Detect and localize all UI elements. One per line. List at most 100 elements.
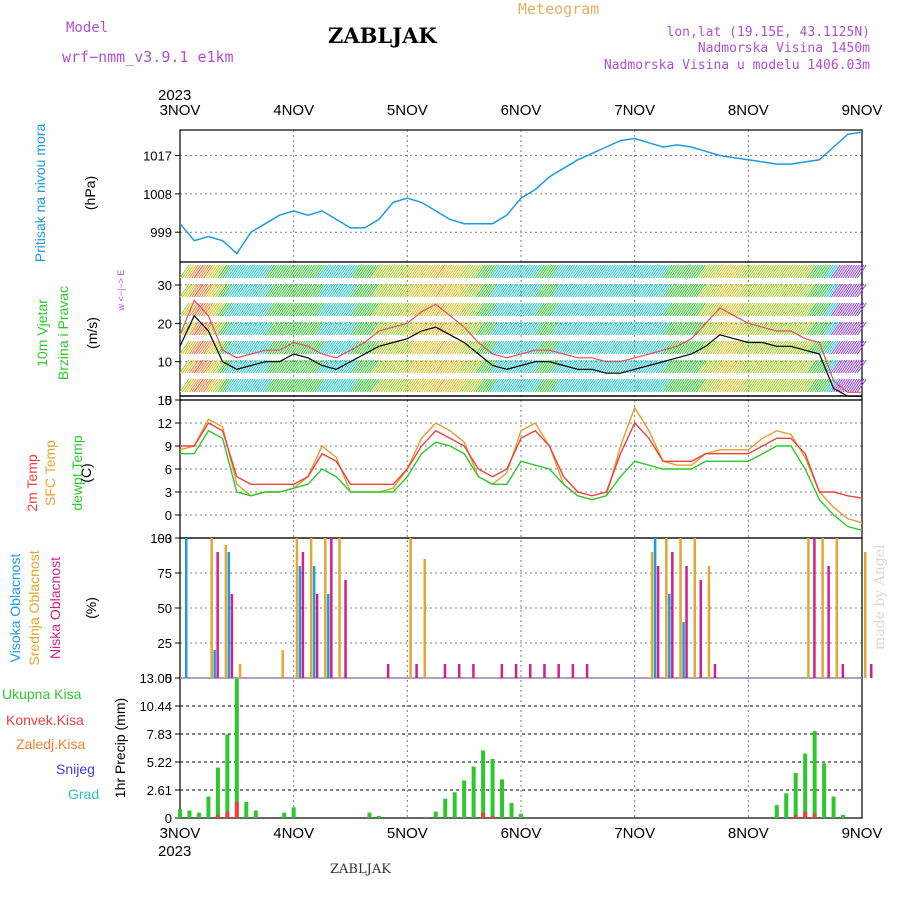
wind-barb <box>617 359 628 374</box>
pressure-tick-label: 1017 <box>143 149 172 164</box>
wind-barb <box>601 302 611 317</box>
wind-barb <box>305 359 315 374</box>
wind-barb <box>385 302 396 317</box>
wind-barb <box>783 302 794 317</box>
wind-barb <box>193 359 204 374</box>
wind-barb <box>302 340 313 355</box>
wind-tick-label: 20 <box>158 316 172 331</box>
wind-barb <box>506 302 517 317</box>
wind-barb <box>679 359 690 374</box>
wind-barb <box>423 264 434 279</box>
wind-barb <box>766 340 777 355</box>
wind-barb <box>546 264 557 279</box>
wind-barb <box>624 283 635 298</box>
wind-barb <box>570 302 581 317</box>
wind-barb <box>432 378 443 393</box>
wind-barb <box>549 340 559 355</box>
wind-barb <box>250 340 261 355</box>
wind-gust-line <box>179 299 862 393</box>
wind-barb <box>274 359 285 374</box>
wind-barb <box>241 378 251 393</box>
wind-barb <box>411 340 422 355</box>
wind-barb <box>189 340 199 355</box>
wind-barb <box>743 302 754 317</box>
wind-barb <box>676 359 687 374</box>
wind-barb <box>191 359 202 374</box>
wind-barb <box>638 264 649 279</box>
wind-barb <box>740 340 751 355</box>
wind-barb <box>487 321 498 336</box>
wind-barb <box>470 378 481 393</box>
wind-barb <box>198 340 209 355</box>
wind-barb <box>591 321 602 336</box>
wind-barb <box>380 283 391 298</box>
wind-barb <box>295 359 306 374</box>
cloud-mid-bar <box>864 552 867 678</box>
wind-barb <box>200 359 211 374</box>
wind-barb <box>650 340 661 355</box>
wind-barb <box>515 302 526 317</box>
wind-barb <box>487 302 498 317</box>
wind-barb <box>215 340 225 355</box>
wind-barb <box>717 321 727 336</box>
top-year-label: 2023 <box>158 87 191 104</box>
wind-barb <box>456 264 467 279</box>
wind-barb <box>771 264 782 279</box>
wind-barb <box>267 302 278 317</box>
wind-barb <box>200 264 211 279</box>
wind-barb <box>482 340 493 355</box>
wind-barb <box>669 264 680 279</box>
wind-barb <box>345 359 356 374</box>
wind-barb <box>290 302 301 317</box>
wind-barb <box>440 264 450 279</box>
wind-barb <box>596 321 607 336</box>
wind-barb <box>752 302 763 317</box>
wind-barb <box>762 378 772 393</box>
wind-barb <box>563 302 574 317</box>
wind-barb <box>814 340 825 355</box>
wind-barb <box>324 321 334 336</box>
cloud-mid-bar <box>821 538 824 678</box>
wind-barb <box>404 340 415 355</box>
top-time-label: 6NOV <box>501 102 542 119</box>
wind-barb <box>255 283 266 298</box>
wind-barb <box>847 264 858 279</box>
wind-barb <box>691 359 701 374</box>
cloud-mid-bar <box>409 538 412 678</box>
wind-barb <box>802 321 813 336</box>
wind-barb <box>589 378 600 393</box>
wind-barb <box>226 264 237 279</box>
wind-barb <box>681 340 692 355</box>
cloud-low-bar <box>500 664 504 678</box>
wind-barb <box>442 378 453 393</box>
wind-barb <box>326 378 337 393</box>
wind-barb <box>234 283 244 298</box>
wind-barb <box>541 378 552 393</box>
wind-barb <box>238 340 249 355</box>
wind-barb <box>347 302 358 317</box>
wind-barb <box>835 378 846 393</box>
wind-barb <box>814 378 825 393</box>
wind-barb <box>423 378 434 393</box>
wind-barb <box>229 378 240 393</box>
wind-barb <box>740 321 751 336</box>
wind-barb <box>217 321 228 336</box>
wind-barb <box>354 264 365 279</box>
wind-barb <box>371 359 382 374</box>
wind-barb <box>485 264 495 279</box>
wind-barb <box>627 283 637 298</box>
wind-barb <box>738 321 749 336</box>
wind-barb <box>342 264 353 279</box>
wind-barb <box>184 264 195 279</box>
wind-barb <box>340 378 351 393</box>
wind-barb <box>657 264 668 279</box>
wind-barb <box>544 302 555 317</box>
wind-barb <box>520 321 531 336</box>
wind-barb <box>295 321 306 336</box>
wind-barb <box>243 283 254 298</box>
wind-barb <box>435 264 446 279</box>
wind-barb <box>482 302 493 317</box>
temp-dew-line <box>180 429 863 531</box>
wind-barb <box>738 264 749 279</box>
wind-barb <box>601 321 611 336</box>
